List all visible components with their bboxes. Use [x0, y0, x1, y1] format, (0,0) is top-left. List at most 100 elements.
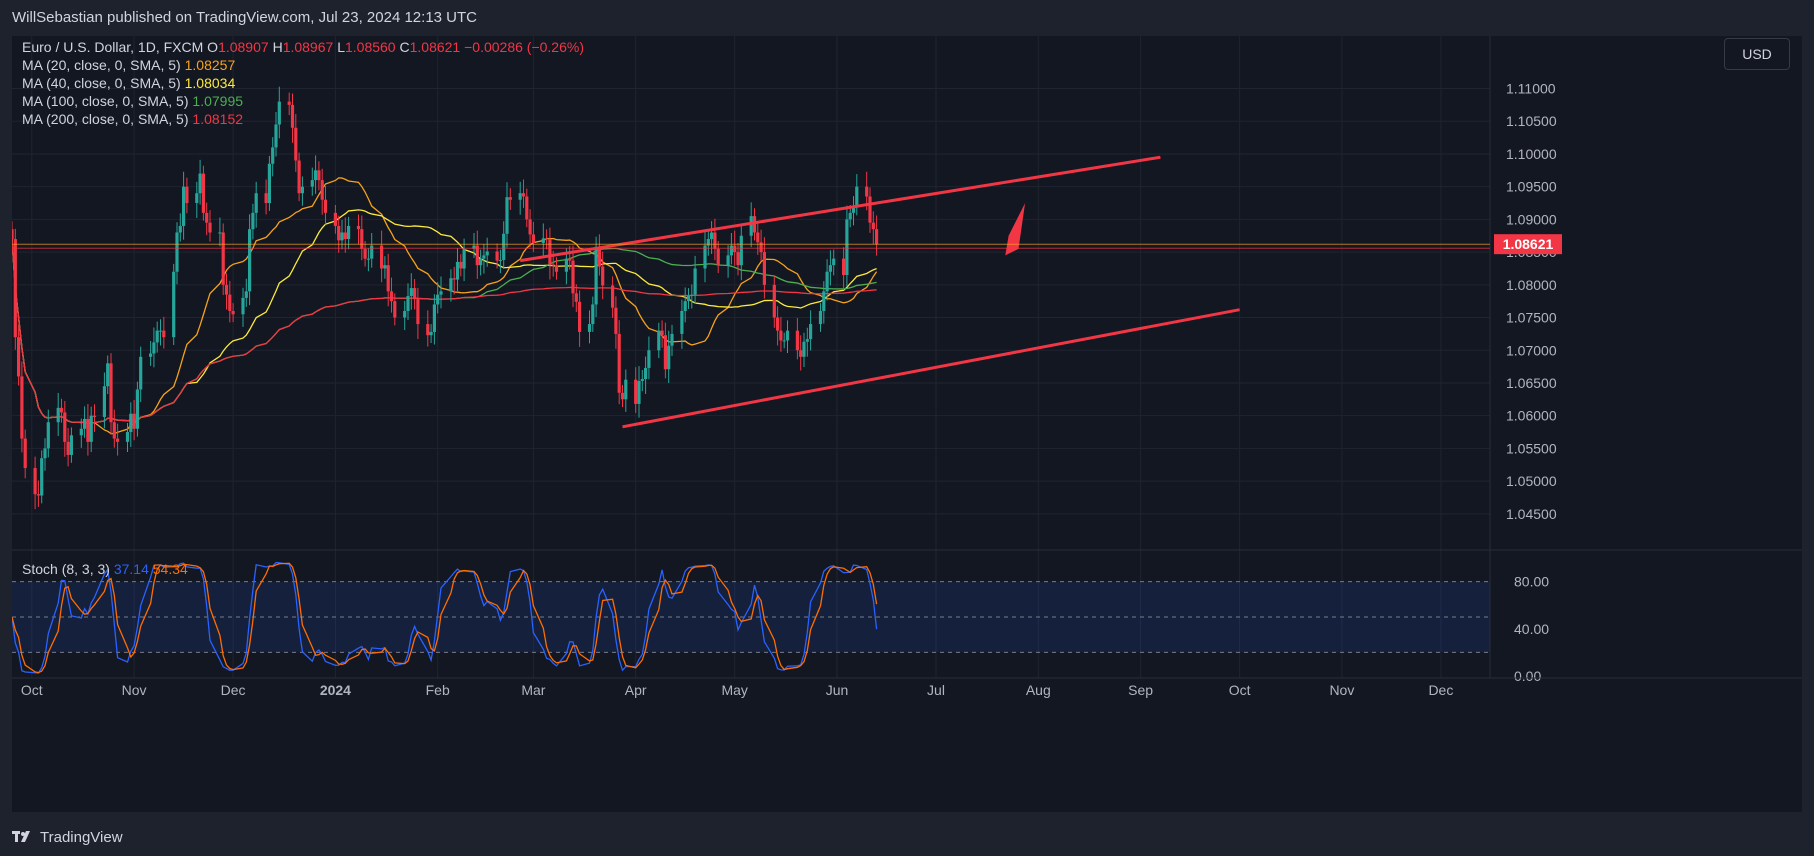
candle-body — [574, 293, 578, 302]
candle-body — [475, 245, 479, 266]
currency-button[interactable]: USD — [1724, 38, 1790, 70]
symbol-name: Euro / U.S. Dollar, 1D, FXCM — [22, 39, 204, 55]
ma-100-value: 1.07995 — [192, 93, 244, 109]
candle-body — [158, 330, 163, 332]
candle-body — [686, 295, 691, 302]
candle-body — [56, 407, 60, 423]
y-tick-label: 1.07500 — [1506, 310, 1557, 326]
candle-body — [482, 255, 486, 259]
stoch-label: Stoch (8, 3, 3) — [22, 561, 110, 577]
candle-body — [776, 317, 780, 331]
candle-body — [842, 258, 846, 276]
close-label: C — [399, 39, 410, 55]
candle-body — [614, 307, 618, 334]
stoch-y-tick: 80.00 — [1514, 574, 1549, 590]
x-tick-label: Oct — [1229, 682, 1251, 698]
x-tick-label: Feb — [426, 682, 450, 698]
candle-body — [264, 193, 268, 204]
candlesticks — [12, 86, 879, 510]
candle-body — [660, 330, 664, 336]
candle-body — [875, 229, 879, 245]
candle-body — [23, 438, 27, 469]
candle-body — [406, 295, 410, 311]
symbol-legend: Euro / U.S. Dollar, 1D, FXCM O1.08907 H1… — [22, 39, 584, 55]
candle-body — [172, 271, 176, 338]
candle-body — [413, 288, 417, 300]
stoch-y-tick: 40.00 — [1514, 621, 1549, 637]
candle-body — [254, 193, 258, 213]
candle-body — [637, 381, 641, 404]
candle-body — [59, 407, 64, 413]
y-tick-label: 1.09000 — [1506, 211, 1557, 227]
y-tick-label: 1.07000 — [1506, 342, 1557, 358]
y-tick-label: 1.09500 — [1506, 179, 1557, 195]
chart-pane[interactable]: 80.00 40.00 0.00 1.11000 1.10500 1.10000 1.09… — [12, 36, 1802, 812]
candle-body — [805, 339, 809, 342]
candle-body — [706, 239, 710, 246]
candle-body — [277, 101, 281, 125]
chart-canvas[interactable]: 80.00 40.00 0.00 1.11000 1.10500 1.10000 1.09… — [12, 36, 1802, 812]
candle-body — [333, 212, 337, 226]
candle-body — [868, 196, 872, 223]
candle-body — [455, 261, 460, 280]
candle-body — [525, 196, 529, 220]
candle-body — [152, 342, 156, 354]
candle-body — [729, 245, 733, 256]
candle-body — [749, 216, 753, 236]
candle-body — [317, 170, 321, 181]
footer-brand[interactable]: TradingView — [12, 829, 123, 846]
candle-body — [69, 435, 73, 455]
candle-body — [710, 232, 714, 240]
candle-body — [459, 261, 463, 269]
candle-body — [63, 412, 67, 442]
candle-body — [347, 225, 351, 240]
y-tick-label: 1.05500 — [1506, 440, 1557, 456]
candle-body — [795, 330, 799, 351]
stoch-d-value: 54.34 — [152, 561, 188, 577]
high-label: H — [272, 39, 283, 55]
candle-body — [17, 337, 21, 377]
high-value: 1.08967 — [282, 39, 334, 55]
low-label: L — [337, 39, 345, 55]
candle-body — [112, 422, 116, 439]
candle-body — [825, 271, 829, 292]
stoch-k-value: 37.14 — [113, 561, 149, 577]
x-tick-label: 2024 — [320, 682, 351, 698]
candle-body — [828, 265, 832, 272]
x-tick-label: Oct — [21, 682, 43, 698]
brand-name: TradingView — [40, 829, 123, 846]
candle-body — [314, 170, 318, 181]
candle-body — [162, 330, 166, 338]
stochastic-pane: 80.00 40.00 0.00 — [12, 561, 1549, 684]
ma-40-label: MA (40, close, 0, SMA, 5) — [22, 75, 181, 91]
candle-body — [667, 345, 671, 370]
x-tick-label: Mar — [521, 682, 545, 698]
candle-body — [370, 245, 374, 259]
lower-trend-line — [622, 308, 1240, 429]
candle-body — [617, 333, 621, 393]
candle-body — [274, 124, 278, 148]
candle-body — [871, 222, 875, 230]
candle-body — [310, 180, 314, 187]
candle-body — [571, 260, 575, 294]
candle-body — [340, 232, 344, 241]
candle-body — [205, 212, 209, 223]
candle-body — [320, 180, 324, 200]
low-value: 1.08560 — [344, 39, 396, 55]
candle-body — [132, 413, 136, 429]
stoch-k-line — [12, 561, 878, 674]
x-tick-label: Sep — [1128, 682, 1153, 698]
candle-body — [89, 415, 93, 442]
candle-body — [439, 291, 443, 295]
y-tick-label: 1.11000 — [1506, 81, 1556, 97]
candle-body — [271, 147, 275, 164]
x-tick-label: Apr — [625, 682, 647, 698]
x-tick-label: Jun — [826, 682, 849, 698]
candle-body — [175, 232, 179, 272]
candle-body — [251, 212, 255, 230]
y-tick-label: 1.06000 — [1506, 408, 1557, 424]
candle-body — [752, 216, 757, 233]
last-price-badge — [1494, 234, 1562, 255]
candle-body — [218, 232, 222, 234]
candle-body — [832, 258, 836, 266]
